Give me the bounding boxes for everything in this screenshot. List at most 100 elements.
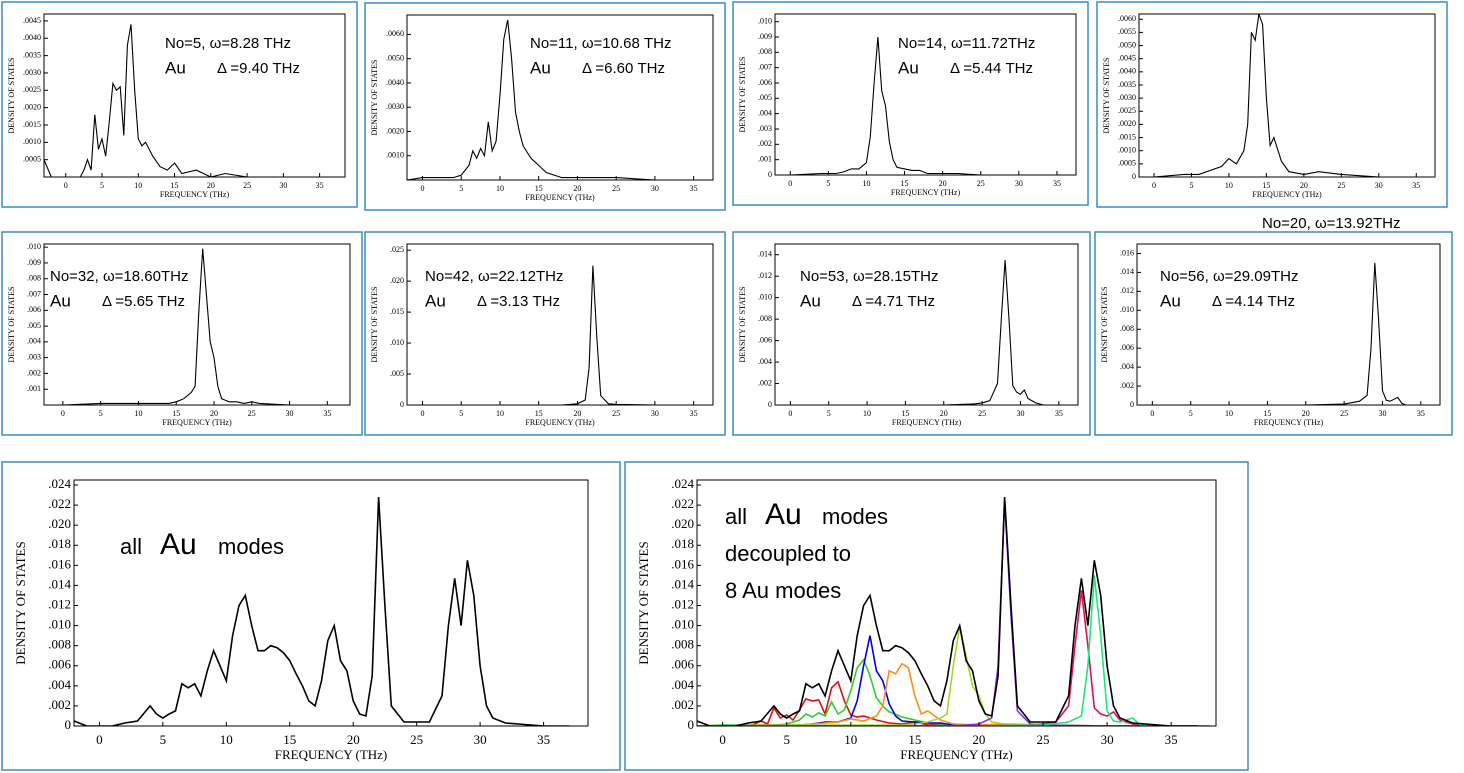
x-tick-label: 20 [939,179,947,188]
panel-border [1,461,621,771]
y-tick-label: .005 [390,369,404,378]
plot-frame [43,13,346,178]
annotation: No=42, ω=22.12THz [425,268,563,285]
y-tick-label: .0015 [1118,132,1136,141]
x-tick-label: 10 [496,184,504,193]
y-tick-label: .002 [758,378,772,387]
y-tick-label: .001 [27,384,41,393]
y-tick-label: .010 [48,617,71,632]
y-tick-label: .007 [27,289,41,298]
y-axis-label: DENSITY OF STATES [370,60,379,136]
y-tick-label: .006 [671,657,694,672]
annotation: Δ =6.60 THz [582,60,665,77]
annotation: Au [50,291,71,310]
x-axis-label: FREQUENCY (THz) [525,193,595,202]
y-tick-label: .0010 [1118,146,1136,155]
y-tick-label: .012 [671,596,694,611]
y-tick-label: .008 [758,314,772,323]
panel-border [1096,1,1448,208]
y-tick-label: .0055 [1118,27,1136,36]
y-tick-label: .004 [671,677,694,692]
y-tick-label: .025 [390,245,404,254]
x-tick-label: 35 [1165,732,1178,747]
x-tick-label: 0 [788,409,792,418]
x-tick-label: 20 [1302,409,1310,418]
y-tick-label: .024 [671,476,694,491]
y-tick-label: .018 [671,536,694,551]
y-tick-label: 0 [688,717,695,732]
y-tick-label: .004 [758,108,772,117]
y-tick-label: .008 [758,47,772,56]
plot-frame [774,243,1079,406]
panel-border [732,1,1089,206]
y-tick-label: .012 [1120,286,1134,295]
y-tick-label: .009 [27,258,41,267]
y-tick-label: .0020 [386,126,404,135]
x-tick-label: 10 [496,409,504,418]
y-tick-label: .022 [48,496,71,511]
dos-line [47,248,343,405]
annotation: Δ =9.40 THz [217,60,300,77]
annotation: No=11, ω=10.68 THz [530,35,672,52]
y-tick-label: .0010 [23,137,41,146]
x-axis-label: FREQUENCY (THz) [1252,190,1322,199]
chart-panel: .0005 .0010 .0015 .0020 .0025 .0030 .0035 .0040… [1,1,358,208]
x-tick-label: 20 [573,184,581,193]
y-tick-label: 0 [768,170,772,179]
y-tick-label: .0025 [23,85,41,94]
x-tick-label: 30 [1375,181,1383,190]
y-tick-label: .024 [48,476,71,491]
annotation: Δ =5.44 THz [950,60,1033,77]
x-tick-label: 35 [1412,181,1420,190]
x-tick-label: 10 [134,409,142,418]
y-tick-label: .0020 [23,102,41,111]
annotation: 8 Au modes [725,578,841,603]
x-tick-label: 25 [1340,409,1348,418]
x-axis-label: FREQUENCY (THz) [891,188,961,197]
y-tick-label: .0045 [1118,54,1136,63]
y-tick-label: .0015 [23,120,41,129]
y-tick-label: .0005 [23,154,41,163]
x-tick-label: 15 [535,184,543,193]
x-tick-label: 35 [316,181,324,190]
x-axis-label: FREQUENCY (THz) [160,190,230,199]
y-tick-label: .004 [1120,362,1134,371]
y-tick-label: 0 [768,400,772,409]
x-tick-label: 10 [863,409,871,418]
y-tick-label: .014 [671,576,694,591]
dos-line [775,36,1073,175]
y-tick-label: .002 [1120,381,1134,390]
panel-border [364,231,726,436]
y-tick-label: 0 [1132,172,1136,181]
y-tick-label: .015 [390,307,404,316]
y-tick-label: 0 [65,717,72,732]
y-tick-label: .014 [1120,267,1134,276]
annotation: modes [822,504,888,529]
panel-border [1,231,363,436]
y-tick-label: .008 [27,274,41,283]
x-axis-label: FREQUENCY (THz) [892,418,962,427]
annotation: Au [800,291,821,310]
y-axis-label: DENSITY OF STATES [7,287,16,363]
x-tick-label: 15 [172,409,180,418]
x-tick-label: 0 [96,732,103,747]
x-tick-label: 15 [901,409,909,418]
x-tick-label: 20 [1300,181,1308,190]
x-axis-label: FREQUENCY (THz) [275,747,388,762]
chart-panel: 0 .002 .004 .006 .008 .010 .012 .014 .016 0 5 10 15 2… [1094,231,1453,436]
x-tick-label: 20 [940,409,948,418]
panel-border [364,2,726,211]
panel-border [624,461,1249,771]
x-tick-label: 15 [901,179,909,188]
chart-panel: .001 .002 .003 .004 .005 .006 .007 .008 .009 .010… [1,231,363,436]
x-tick-label: 15 [283,732,296,747]
annotation: Au [898,58,919,77]
x-tick-label: 15 [171,181,179,190]
x-tick-label: 5 [1189,181,1193,190]
x-tick-label: 5 [826,179,830,188]
x-axis-label: FREQUENCY (THz) [525,418,595,427]
x-tick-label: 25 [1337,181,1345,190]
plot-frame [1138,13,1436,178]
annotation: No=14, ω=11.72THz [898,35,1035,52]
